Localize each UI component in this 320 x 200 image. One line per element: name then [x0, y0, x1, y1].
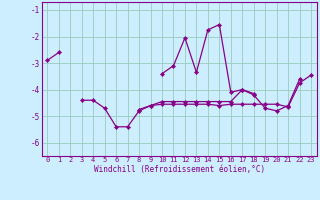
X-axis label: Windchill (Refroidissement éolien,°C): Windchill (Refroidissement éolien,°C)	[94, 165, 265, 174]
